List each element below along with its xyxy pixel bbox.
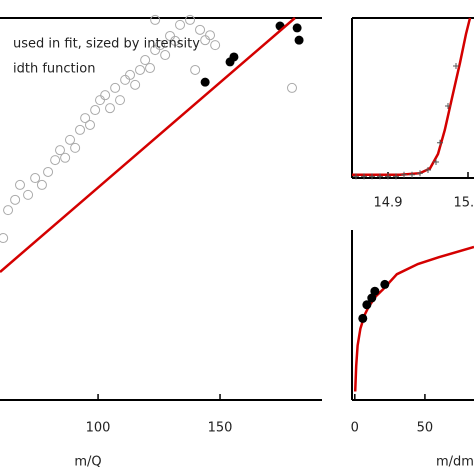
open-point [50, 155, 61, 166]
open-point [80, 113, 91, 124]
open-point [165, 30, 176, 41]
open-point [130, 79, 141, 90]
open-point [30, 173, 41, 184]
open-point [36, 179, 47, 190]
filled-point [367, 293, 377, 303]
fit-line [0, 17, 296, 273]
open-point [185, 14, 196, 25]
plus-marker [425, 167, 431, 173]
filled-point [358, 313, 368, 323]
plus-marker [437, 139, 443, 146]
open-point [110, 82, 121, 93]
plus-marker [385, 173, 391, 180]
open-point [125, 69, 136, 80]
filled-point [292, 23, 302, 33]
filled-point [200, 77, 210, 87]
plus-marker [361, 173, 367, 180]
plus-marker [409, 171, 415, 178]
fit-line [353, 245, 474, 392]
open-point [85, 119, 96, 130]
x-tick-label: 14.9 [374, 196, 403, 211]
filled-point [294, 35, 304, 45]
legend-entry: used in fit, sized by intensity [13, 37, 200, 52]
plus-marker [353, 173, 359, 180]
filled-point [362, 300, 372, 310]
open-point [105, 103, 116, 114]
open-point [200, 35, 211, 46]
open-point [65, 134, 76, 145]
x-axis-label: m/Q [74, 455, 101, 470]
open-point [195, 24, 206, 35]
plus-marker [377, 173, 383, 180]
open-point [135, 64, 146, 75]
open-point [210, 40, 221, 51]
open-point [150, 14, 161, 25]
fit-line [352, 17, 472, 177]
open-point [70, 142, 81, 153]
x-tick-label: 15.0 [454, 196, 474, 211]
open-point [0, 233, 9, 244]
x-tick-label: 50 [417, 421, 434, 436]
plus-marker [393, 173, 399, 180]
plus-marker [453, 63, 459, 69]
open-point [115, 95, 126, 106]
open-point [140, 55, 151, 66]
open-point [145, 63, 156, 74]
open-point [15, 179, 26, 190]
open-point [55, 145, 66, 156]
x-tick-label: 150 [208, 421, 233, 436]
open-point [120, 74, 131, 85]
x-tick-label: 100 [86, 421, 111, 436]
open-point [60, 152, 71, 163]
open-point [100, 90, 111, 101]
open-point [175, 19, 186, 30]
plus-marker [417, 170, 423, 177]
open-point [90, 105, 101, 116]
open-point [75, 124, 86, 135]
open-point [10, 194, 21, 205]
open-point [170, 35, 181, 46]
x-axis-label: m/dm [436, 455, 474, 470]
open-point [155, 40, 166, 51]
filled-point [229, 52, 239, 62]
panel: 100 150 m/Q used in fit, sized by intensity… [0, 14, 322, 470]
plus-marker [401, 171, 407, 178]
open-point [23, 189, 34, 200]
x-tick-label: 0 [351, 421, 359, 436]
plus-marker [369, 173, 375, 180]
filled-point [370, 286, 380, 296]
plus-marker [433, 159, 439, 165]
open-point [205, 30, 216, 41]
plus-marker [445, 103, 451, 109]
open-point [3, 205, 14, 216]
open-point [95, 95, 106, 106]
open-point [43, 166, 54, 177]
legend-entry: idth function [13, 62, 95, 77]
open-point [160, 50, 171, 61]
filled-point [380, 279, 390, 289]
open-point [190, 64, 201, 75]
panel: 0 50 m/dm [351, 230, 474, 470]
open-point [286, 82, 297, 93]
panel: 14.9 15.0 [351, 17, 474, 211]
